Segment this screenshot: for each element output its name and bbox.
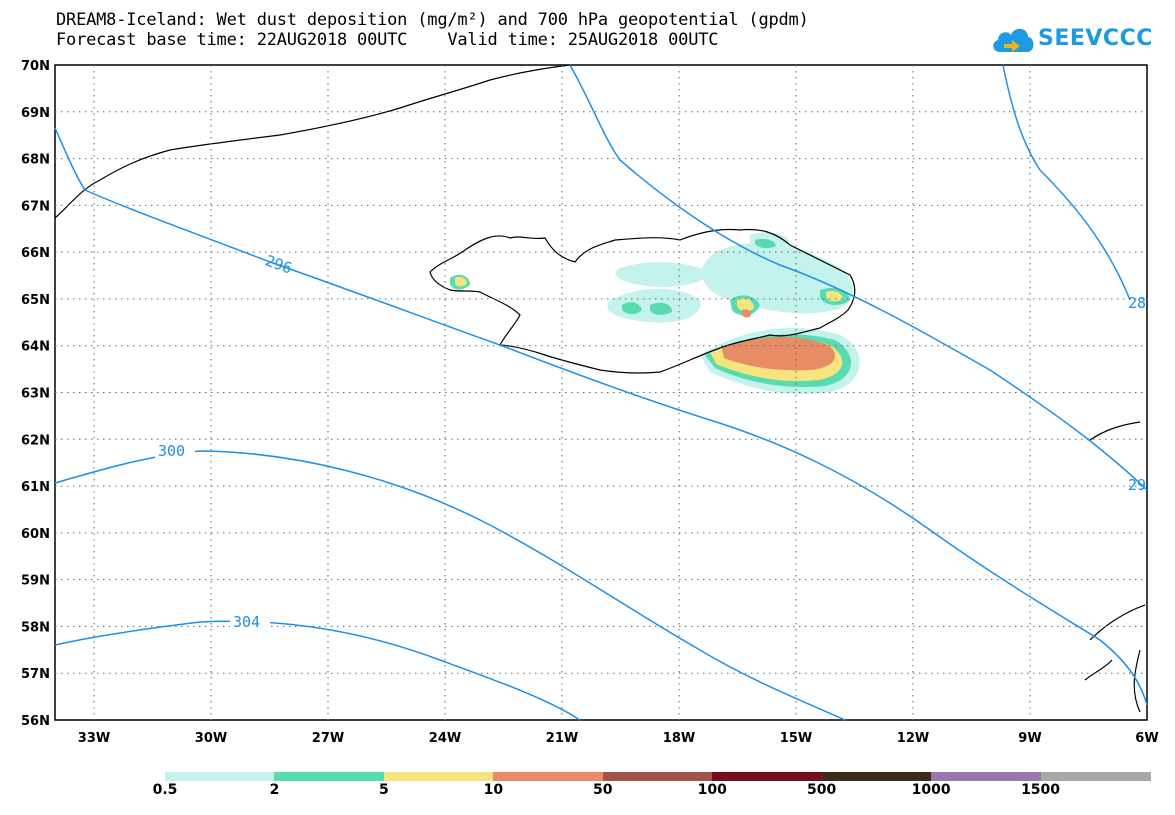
seevccc-logo: SEEVCCC [990, 22, 1152, 58]
lat-label: 64N [21, 340, 50, 355]
lon-label: 30W [195, 731, 227, 746]
lat-label: 60N [21, 527, 50, 542]
legend-swatch [821, 772, 932, 781]
legend-label: 100 [697, 782, 727, 798]
legend-swatch [493, 772, 604, 781]
contour-label-304: 304 [233, 613, 260, 631]
deposition-area-yellow [737, 298, 754, 312]
lat-label: 57N [21, 667, 50, 682]
legend-label: 500 [807, 782, 837, 798]
contour-label-29: 29 [1128, 476, 1146, 494]
legend-swatch [383, 772, 494, 781]
legend-label: 1000 [911, 782, 951, 798]
lat-label: 59N [21, 574, 50, 589]
greenland-coastline [54, 64, 571, 219]
longitude-labels: 33W 30W 27W 24W 21W 18W 15W 12W 9W 6W [78, 731, 1159, 746]
contour-line-northeast [569, 64, 1148, 491]
lon-label: 27W [312, 731, 344, 746]
contour-label-bg [230, 612, 270, 630]
legend-swatch [602, 772, 713, 781]
lat-label: 69N [21, 106, 50, 121]
legend-label: 0.5 [152, 782, 178, 798]
contour-line-296 [54, 127, 1148, 706]
map-subtitle: Forecast base time: 22AUG2018 00UTC Vali… [56, 30, 719, 50]
legend-swatch [1040, 772, 1151, 781]
lat-label: 56N [21, 714, 50, 729]
lat-label: 63N [21, 387, 50, 402]
latitude-labels: 70N 69N 68N 67N 66N 65N 64N 63N 62N 61N 60N 59N 58N 5… [21, 59, 50, 729]
legend-label: 50 [593, 782, 613, 798]
lat-label: 67N [21, 199, 50, 214]
map-title: DREAM8-Iceland: Wet dust deposition (mg/… [56, 10, 809, 30]
iceland-coastline [429, 228, 856, 374]
lat-label: 58N [21, 620, 50, 635]
lon-label: 33W [78, 731, 110, 746]
legend-label: 10 [483, 782, 504, 798]
legend-swatch [931, 772, 1042, 781]
lat-label: 66N [21, 246, 50, 261]
lat-label: 65N [21, 293, 50, 308]
deposition-area-medium [622, 302, 642, 315]
lon-label: 12W [897, 731, 929, 746]
deposition-area-medium [650, 302, 672, 315]
cloud-icon [993, 28, 1034, 52]
lat-label: 70N [21, 59, 50, 74]
deposition-area-light [701, 242, 854, 314]
legend-swatch [712, 772, 823, 781]
contour-label-300: 300 [158, 442, 185, 460]
lon-label: 6W [1135, 731, 1158, 746]
legend-label: 5 [379, 782, 389, 798]
grid-lines [55, 65, 1147, 720]
legend-swatch [165, 772, 275, 781]
lon-label: 18W [663, 731, 695, 746]
deposition-area-orange [742, 309, 752, 318]
lon-label: 21W [546, 731, 578, 746]
legend-label: 1500 [1021, 782, 1061, 798]
contour-label-bg [155, 442, 195, 460]
contour-line-304 [54, 620, 581, 721]
lon-label: 9W [1018, 731, 1041, 746]
lat-label: 68N [21, 153, 50, 168]
deposition-area-light [616, 262, 710, 287]
deposition-area-orange [722, 336, 836, 371]
coastlines [54, 64, 1146, 713]
dust-deposition-shading [450, 232, 860, 394]
logo-text: SEEVCCC [1038, 26, 1153, 51]
lon-label: 15W [780, 731, 812, 746]
contour-label-28: 28 [1128, 294, 1146, 312]
lat-label: 61N [21, 480, 50, 495]
legend-swatch [274, 772, 385, 781]
legend-label: 2 [269, 782, 280, 798]
deposition-area-medium [755, 238, 776, 249]
deposition-area-yellow [455, 276, 467, 287]
contour-line-far-east [1002, 64, 1131, 301]
lat-label: 62N [21, 433, 50, 448]
lon-label: 24W [429, 731, 461, 746]
norway-coastline [1089, 421, 1141, 441]
